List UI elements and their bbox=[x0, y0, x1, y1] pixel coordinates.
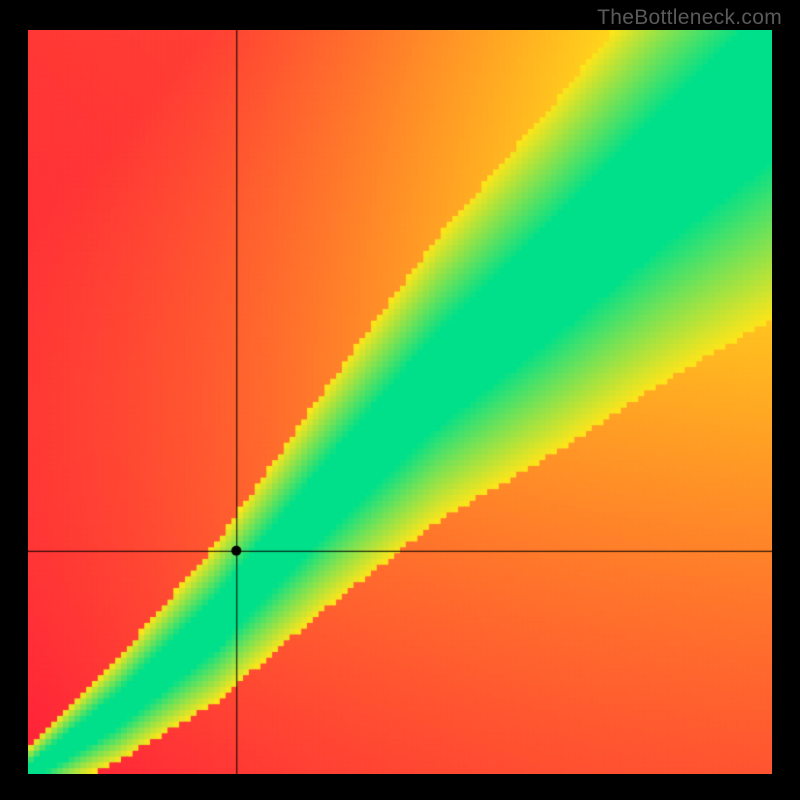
watermark-text: TheBottleneck.com bbox=[597, 6, 782, 30]
heatmap-canvas bbox=[28, 30, 772, 774]
bottleneck-heatmap bbox=[28, 30, 772, 774]
